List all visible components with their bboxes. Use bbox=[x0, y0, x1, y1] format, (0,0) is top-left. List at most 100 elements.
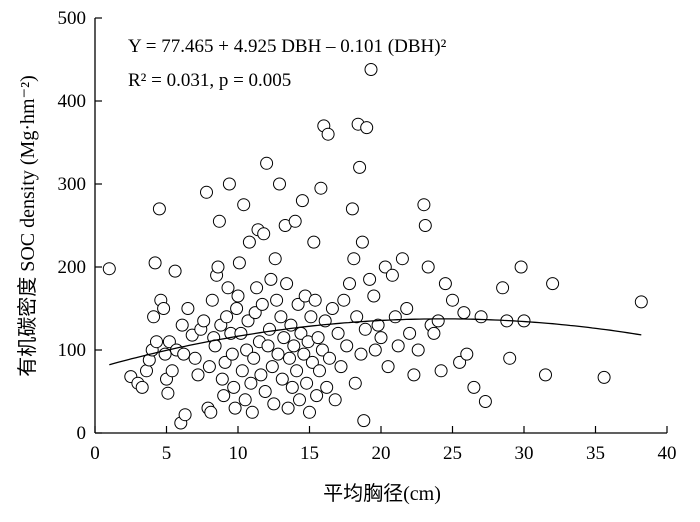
data-point bbox=[391, 339, 405, 353]
data-point bbox=[228, 401, 242, 415]
data-point bbox=[231, 289, 245, 303]
data-point bbox=[242, 235, 256, 249]
data-point bbox=[354, 347, 368, 361]
x-tick-label: 40 bbox=[658, 443, 677, 464]
data-point bbox=[257, 227, 271, 241]
data-point bbox=[280, 277, 294, 291]
data-point bbox=[546, 277, 560, 291]
data-point bbox=[178, 408, 192, 422]
data-point bbox=[295, 194, 309, 208]
data-point bbox=[250, 281, 264, 295]
data-point bbox=[254, 368, 268, 382]
data-point bbox=[291, 297, 305, 311]
data-point bbox=[388, 310, 402, 324]
data-point bbox=[431, 314, 445, 328]
data-point bbox=[337, 293, 351, 307]
x-tick-label: 0 bbox=[90, 443, 100, 464]
data-point bbox=[353, 160, 367, 174]
data-point bbox=[303, 405, 316, 419]
data-point bbox=[240, 343, 254, 357]
data-point bbox=[150, 335, 163, 349]
data-point bbox=[539, 368, 552, 382]
data-point bbox=[328, 393, 342, 407]
data-point bbox=[350, 310, 364, 324]
data-point bbox=[202, 360, 216, 374]
data-point bbox=[371, 318, 385, 332]
data-point bbox=[381, 360, 395, 374]
data-point bbox=[340, 339, 354, 353]
data-point bbox=[460, 347, 474, 361]
data-point bbox=[287, 339, 301, 353]
x-tick-label: 35 bbox=[586, 443, 605, 464]
data-point bbox=[347, 252, 361, 266]
data-point bbox=[247, 351, 261, 365]
data-point bbox=[323, 351, 336, 365]
data-point bbox=[374, 331, 388, 345]
data-point bbox=[427, 326, 441, 340]
data-point bbox=[478, 395, 492, 408]
data-point bbox=[147, 310, 161, 324]
y-tick-label: 100 bbox=[58, 340, 87, 361]
data-point bbox=[221, 281, 235, 295]
data-point bbox=[168, 264, 182, 278]
data-point bbox=[267, 397, 281, 411]
x-tick-label: 20 bbox=[372, 443, 391, 464]
x-tick-label: 25 bbox=[443, 443, 462, 464]
data-point bbox=[230, 302, 244, 315]
data-point bbox=[314, 181, 328, 195]
data-point bbox=[205, 293, 219, 307]
data-point bbox=[358, 322, 372, 336]
data-point bbox=[218, 355, 232, 369]
data-point bbox=[293, 393, 306, 407]
data-point bbox=[457, 306, 471, 320]
data-point bbox=[305, 355, 319, 369]
data-point bbox=[215, 372, 229, 386]
data-point bbox=[265, 360, 279, 374]
data-point bbox=[264, 272, 278, 286]
data-point bbox=[321, 127, 335, 141]
data-point bbox=[290, 364, 304, 378]
data-point bbox=[273, 177, 286, 191]
data-point bbox=[135, 380, 149, 394]
data-point bbox=[308, 293, 322, 307]
data-point bbox=[503, 351, 517, 365]
data-point bbox=[232, 256, 246, 270]
data-point bbox=[271, 347, 285, 361]
data-point bbox=[438, 277, 452, 291]
data-point bbox=[177, 347, 191, 361]
data-points bbox=[102, 63, 648, 430]
data-point bbox=[212, 214, 226, 228]
regression-statistics: R² = 0.031, p = 0.005 bbox=[128, 70, 291, 91]
y-tick-label: 500 bbox=[58, 8, 87, 29]
data-point bbox=[197, 314, 211, 328]
data-point bbox=[421, 260, 435, 274]
y-tick-label: 400 bbox=[58, 91, 87, 112]
data-point bbox=[411, 343, 425, 357]
data-point bbox=[261, 339, 275, 353]
data-point bbox=[418, 219, 432, 232]
data-point bbox=[467, 380, 481, 394]
data-point bbox=[285, 380, 299, 394]
data-point bbox=[102, 262, 116, 276]
data-point bbox=[417, 198, 431, 212]
data-point bbox=[220, 310, 234, 324]
data-point bbox=[474, 310, 488, 324]
data-point bbox=[152, 202, 166, 216]
y-axis-title: 有机碳密度 SOC density (Mg·hm⁻²) bbox=[16, 75, 39, 377]
data-point bbox=[248, 306, 262, 320]
data-point bbox=[200, 185, 213, 199]
data-point bbox=[313, 364, 326, 378]
data-point bbox=[297, 347, 311, 361]
x-tick-label: 10 bbox=[229, 443, 248, 464]
data-point bbox=[334, 360, 348, 374]
data-point bbox=[357, 414, 371, 428]
data-point bbox=[403, 326, 417, 340]
data-point bbox=[496, 281, 510, 295]
data-point bbox=[157, 302, 171, 315]
fit-curve bbox=[109, 318, 642, 366]
data-point bbox=[181, 302, 195, 315]
data-point bbox=[227, 380, 241, 394]
data-point bbox=[225, 347, 239, 361]
